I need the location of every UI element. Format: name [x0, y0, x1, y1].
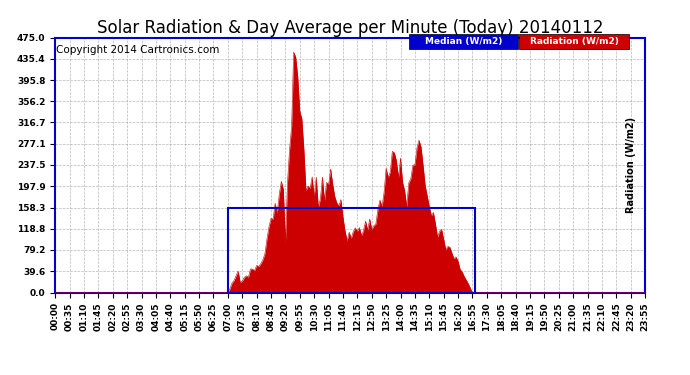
Bar [228, 207, 475, 292]
FancyBboxPatch shape [520, 34, 629, 49]
Text: Median (W/m2): Median (W/m2) [425, 37, 502, 46]
Title: Solar Radiation & Day Average per Minute (Today) 20140112: Solar Radiation & Day Average per Minute… [97, 20, 604, 38]
Text: Radiation (W/m2): Radiation (W/m2) [530, 37, 618, 46]
Text: Radiation (W/m2): Radiation (W/m2) [627, 117, 636, 213]
FancyBboxPatch shape [409, 34, 518, 49]
Text: Copyright 2014 Cartronics.com: Copyright 2014 Cartronics.com [57, 45, 219, 55]
